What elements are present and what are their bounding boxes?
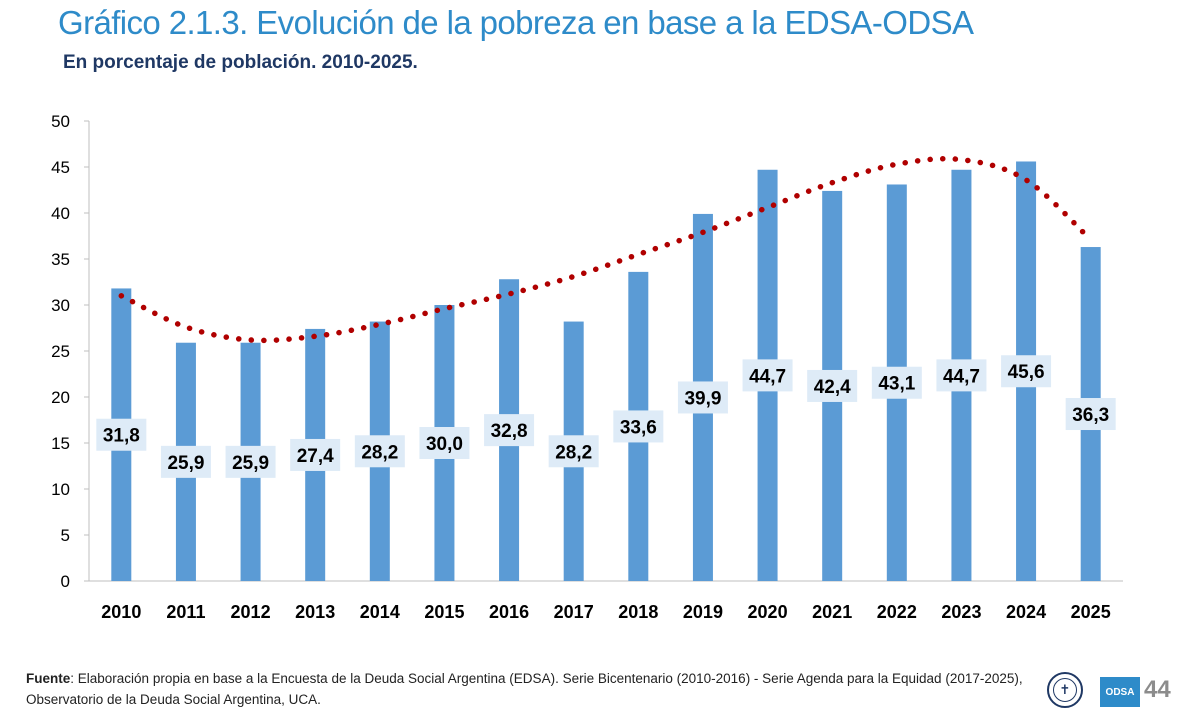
data-label: 25,9 [232, 453, 269, 474]
x-tick-label: 2011 [166, 602, 205, 622]
y-tick-label: 35 [51, 250, 70, 269]
data-label-box [807, 369, 858, 402]
x-tick-label: 2023 [941, 602, 981, 622]
data-label-box [1001, 355, 1052, 388]
x-tick-label: 2016 [489, 602, 529, 622]
y-tick-label: 30 [51, 296, 70, 315]
data-label: 25,9 [167, 453, 204, 474]
data-label-box [936, 359, 987, 392]
x-tick-label: 2015 [424, 602, 464, 622]
data-label: 28,2 [555, 442, 592, 463]
x-tick-label: 2022 [877, 602, 917, 622]
y-tick-label: 10 [51, 480, 70, 499]
data-label-box [160, 445, 211, 478]
x-tick-label: 2021 [812, 602, 852, 622]
x-tick-label: 2019 [683, 602, 723, 622]
trendline-dotted [118, 155, 1094, 344]
data-label-box [871, 366, 922, 399]
data-label-box [290, 438, 341, 471]
y-tick-label: 25 [51, 342, 70, 361]
data-label-box [677, 381, 728, 414]
x-tick-label: 2014 [360, 602, 400, 622]
data-label-box [548, 435, 599, 468]
x-tick-label: 2017 [554, 602, 594, 622]
data-label: 27,4 [297, 446, 334, 467]
chart-title: Gráfico 2.1.3. Evolución de la pobreza e… [58, 4, 974, 41]
x-tick-label: 2012 [231, 602, 271, 622]
y-tick-label: 50 [51, 112, 70, 131]
source-note: Fuente: Elaboración propia en base a la … [26, 668, 1036, 710]
data-label-box [96, 418, 147, 451]
x-tick-label: 2020 [748, 602, 788, 622]
data-label: 42,4 [814, 377, 851, 398]
data-label: 28,2 [361, 442, 398, 463]
x-tick-label: 2024 [1006, 602, 1046, 622]
y-tick-label: 15 [51, 434, 70, 453]
source-label: Fuente [26, 671, 71, 686]
x-tick-label: 2013 [295, 602, 335, 622]
data-label: 43,1 [878, 374, 915, 395]
x-tick-label: 2010 [101, 602, 141, 622]
odsa-logo: ODSA [1100, 677, 1140, 707]
data-label-box [613, 410, 664, 443]
chart-subtitle: En porcentaje de población. 2010-2025. [63, 52, 418, 73]
x-tick-label: 2025 [1071, 602, 1111, 622]
data-label-box [742, 359, 793, 392]
y-tick-label: 45 [51, 158, 70, 177]
data-label: 39,9 [684, 388, 721, 409]
university-seal-icon: ✝ [1047, 672, 1083, 708]
data-label-box [419, 427, 470, 459]
data-label: 30,0 [426, 434, 463, 455]
data-label-box [225, 445, 276, 478]
data-label-box [1065, 398, 1116, 431]
x-tick-label: 2018 [618, 602, 658, 622]
y-tick-label: 40 [51, 204, 70, 223]
data-label-box [484, 414, 535, 447]
data-label: 45,6 [1008, 362, 1045, 383]
seal-cross-icon: ✝ [1053, 678, 1077, 702]
y-tick-label: 20 [51, 388, 70, 407]
data-label-box [354, 435, 405, 468]
data-label: 31,8 [103, 426, 140, 447]
page-number: 44 [1144, 676, 1171, 703]
y-tick-label: 5 [61, 526, 70, 545]
data-label: 32,8 [491, 421, 528, 442]
data-label: 44,7 [749, 366, 786, 387]
data-label: 33,6 [620, 417, 657, 438]
y-tick-label: 0 [61, 572, 70, 591]
data-label: 44,7 [943, 366, 980, 387]
source-text: : Elaboración propia en base a la Encues… [26, 671, 1023, 707]
data-label: 36,3 [1072, 405, 1109, 426]
